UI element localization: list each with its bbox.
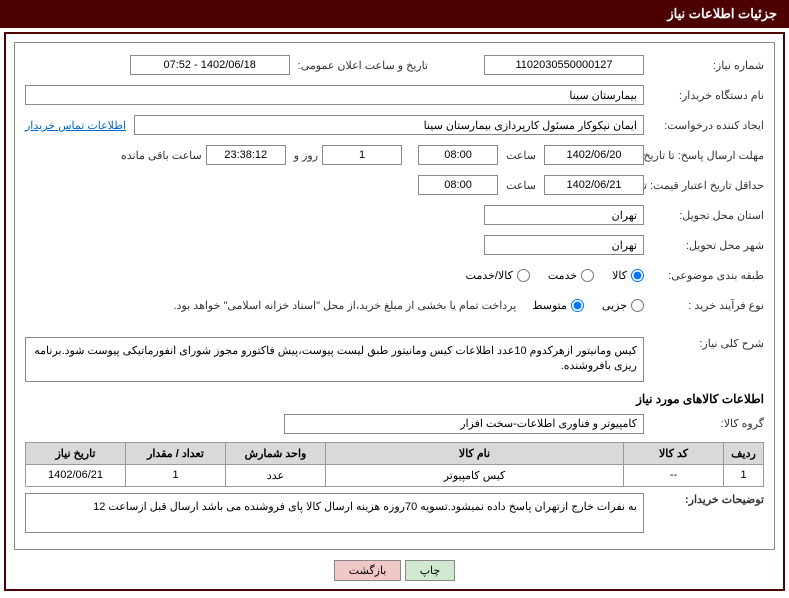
- delivery-city-value: تهران: [484, 235, 644, 255]
- process-option-medium[interactable]: متوسط: [532, 299, 584, 312]
- announce-datetime-label: تاریخ و ساعت اعلان عمومی:: [294, 59, 428, 72]
- row-requester: ایجاد کننده درخواست: ایمان نیکوکار مسئول…: [25, 113, 764, 137]
- row-delivery-city: شهر محل تحویل: تهران: [25, 233, 764, 257]
- need-desc-value: کیس ومانیتور ازهرکدوم 10عدد اطلاعات کیس …: [25, 337, 644, 382]
- response-deadline-countdown: 23:38:12: [206, 145, 286, 165]
- category-radio-both[interactable]: [517, 269, 530, 282]
- cell-date: 1402/06/21: [26, 464, 126, 486]
- category-radio-goods[interactable]: [631, 269, 644, 282]
- delivery-province-label: استان محل تحویل:: [644, 209, 764, 222]
- category-label: طبقه بندی موضوعی:: [644, 269, 764, 282]
- row-goods-group: گروه کالا: کامپیوتر و فناوری اطلاعات-سخت…: [25, 412, 764, 436]
- cell-unit: عدد: [226, 464, 326, 486]
- category-option-both[interactable]: کالا/خدمت: [466, 269, 530, 282]
- category-option-service[interactable]: خدمت: [548, 269, 594, 282]
- process-type-note: پرداخت تمام یا بخشی از مبلغ خرید،از محل …: [174, 299, 517, 312]
- col-date: تاریخ نیاز: [26, 442, 126, 464]
- row-need-number: شماره نیاز: 1102030550000127 تاریخ و ساع…: [25, 53, 764, 77]
- announce-datetime-value: 1402/06/18 - 07:52: [130, 55, 290, 75]
- outer-frame: شماره نیاز: 1102030550000127 تاریخ و ساع…: [4, 32, 785, 591]
- process-radio-medium[interactable]: [571, 299, 584, 312]
- requester-label: ایجاد کننده درخواست:: [644, 119, 764, 132]
- response-deadline-days-label: روز و: [290, 149, 318, 162]
- process-radio-minor[interactable]: [631, 299, 644, 312]
- col-qty: تعداد / مقدار: [126, 442, 226, 464]
- buyer-notes-label: توضیحات خریدار:: [644, 493, 764, 506]
- response-deadline-days: 1: [322, 145, 402, 165]
- col-code: کد کالا: [624, 442, 724, 464]
- delivery-province-value: تهران: [484, 205, 644, 225]
- response-deadline-label: مهلت ارسال پاسخ: تا تاریخ:: [644, 149, 764, 162]
- cell-name: کیس کامپیوتر: [326, 464, 624, 486]
- buyer-notes-value: به نفرات خارج ازتهران پاسخ داده نمیشود.ت…: [25, 493, 644, 533]
- row-response-deadline: مهلت ارسال پاسخ: تا تاریخ: 1402/06/20 سا…: [25, 143, 764, 167]
- back-button[interactable]: بازگشت: [334, 560, 402, 581]
- need-number-value: 1102030550000127: [484, 55, 644, 75]
- validity-deadline-date: 1402/06/21: [544, 175, 644, 195]
- print-button[interactable]: چاپ: [405, 560, 456, 581]
- validity-deadline-time: 08:00: [418, 175, 498, 195]
- contact-buyer-link[interactable]: اطلاعات تماس خریدار: [25, 119, 126, 132]
- goods-group-value: کامپیوتر و فناوری اطلاعات-سخت افزار: [284, 414, 644, 434]
- buyer-org-label: نام دستگاه خریدار:: [644, 89, 764, 102]
- goods-group-label: گروه کالا:: [644, 417, 764, 430]
- row-validity-deadline: حداقل تاریخ اعتبار قیمت: تا تاریخ: 1402/…: [25, 173, 764, 197]
- items-header-row: ردیف کد کالا نام کالا واحد شمارش تعداد /…: [26, 442, 764, 464]
- col-idx: ردیف: [724, 442, 764, 464]
- row-category: طبقه بندی موضوعی: کالا خدمت کالا/خدمت: [25, 263, 764, 287]
- cell-idx: 1: [724, 464, 764, 486]
- need-desc-label: شرح کلی نیاز:: [644, 337, 764, 350]
- row-delivery-province: استان محل تحویل: تهران: [25, 203, 764, 227]
- validity-deadline-time-label: ساعت: [502, 179, 536, 192]
- cell-qty: 1: [126, 464, 226, 486]
- col-unit: واحد شمارش: [226, 442, 326, 464]
- items-section-title: اطلاعات کالاهای مورد نیاز: [25, 392, 764, 406]
- validity-deadline-label: حداقل تاریخ اعتبار قیمت: تا تاریخ:: [644, 179, 764, 192]
- row-buyer-notes: توضیحات خریدار: به نفرات خارج ازتهران پا…: [25, 493, 764, 533]
- row-process-type: نوع فرآیند خرید : جزیی متوسط پرداخت تمام…: [25, 293, 764, 317]
- buyer-org-value: بیمارستان سینا: [25, 85, 644, 105]
- need-number-label: شماره نیاز:: [644, 59, 764, 72]
- response-deadline-date: 1402/06/20: [544, 145, 644, 165]
- requester-value: ایمان نیکوکار مسئول کارپردازی بیمارستان …: [134, 115, 644, 135]
- process-type-radio-group: جزیی متوسط: [532, 299, 644, 312]
- category-radio-service[interactable]: [581, 269, 594, 282]
- page-title: جزئیات اطلاعات نیاز: [667, 6, 777, 21]
- category-option-goods[interactable]: کالا: [612, 269, 644, 282]
- process-type-label: نوع فرآیند خرید :: [644, 299, 764, 312]
- process-option-minor[interactable]: جزیی: [602, 299, 644, 312]
- page-header: جزئیات اطلاعات نیاز: [0, 0, 789, 28]
- row-need-desc: شرح کلی نیاز: کیس ومانیتور ازهرکدوم 10عد…: [25, 337, 764, 382]
- button-row: چاپ بازگشت: [14, 560, 775, 581]
- col-name: نام کالا: [326, 442, 624, 464]
- items-table: ردیف کد کالا نام کالا واحد شمارش تعداد /…: [25, 442, 764, 487]
- response-deadline-time-label: ساعت: [502, 149, 536, 162]
- delivery-city-label: شهر محل تحویل:: [644, 239, 764, 252]
- table-row: 1 -- کیس کامپیوتر عدد 1 1402/06/21: [26, 464, 764, 486]
- response-deadline-remaining-label: ساعت باقی مانده: [117, 149, 202, 162]
- details-panel: شماره نیاز: 1102030550000127 تاریخ و ساع…: [14, 42, 775, 550]
- category-radio-group: کالا خدمت کالا/خدمت: [466, 269, 644, 282]
- row-buyer-org: نام دستگاه خریدار: بیمارستان سینا: [25, 83, 764, 107]
- cell-code: --: [624, 464, 724, 486]
- response-deadline-time: 08:00: [418, 145, 498, 165]
